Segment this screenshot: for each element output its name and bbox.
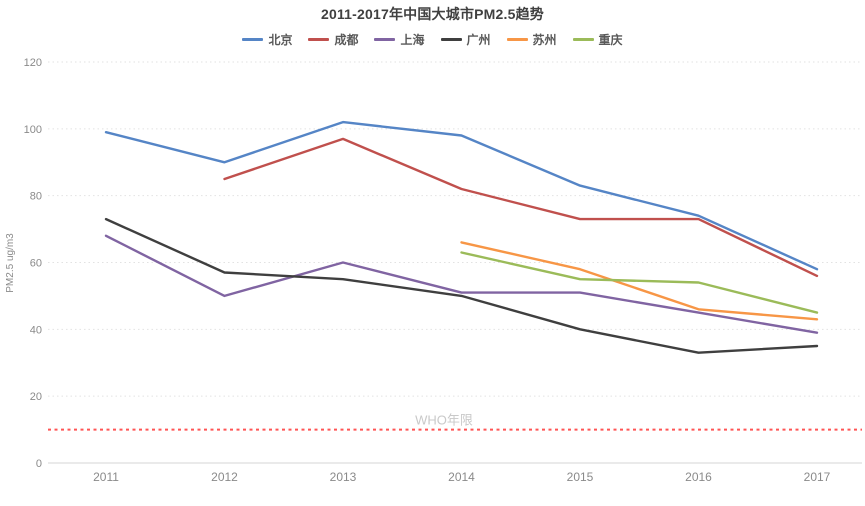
x-tick-label: 2016 — [685, 470, 712, 484]
legend-swatch-beijing — [242, 38, 264, 41]
y-tick-label: 80 — [30, 191, 42, 203]
legend-swatch-suzhou — [506, 38, 528, 41]
x-tick-label: 2013 — [330, 470, 357, 484]
legend-swatch-shanghai — [374, 38, 396, 41]
y-tick-label: 60 — [30, 258, 42, 270]
series-line-beijing — [104, 120, 819, 271]
series-line-chongqing — [460, 251, 819, 314]
legend-swatch-chongqing — [572, 38, 594, 41]
series-line-shanghai — [104, 234, 819, 334]
y-tick-label: 100 — [24, 124, 42, 136]
y-tick-label: 120 — [24, 57, 42, 69]
who-limit-label: WHO年限 — [415, 413, 473, 428]
y-axis-title: PM2.5 ug/m3 — [5, 233, 16, 293]
legend-label-beijing: 北京 — [268, 33, 293, 47]
x-tick-label: 2015 — [567, 470, 594, 484]
legend-swatch-guangzhou — [440, 38, 462, 41]
legend-item-beijing: 北京 — [242, 31, 292, 48]
legend-label-shanghai: 上海 — [400, 33, 425, 47]
legend-label-chengdu: 成都 — [334, 33, 359, 47]
y-tick-label: 20 — [30, 391, 42, 403]
legend-item-chongqing: 重庆 — [572, 31, 623, 48]
legend-item-chengdu: 成都 — [308, 31, 358, 48]
legend-item-shanghai: 上海 — [374, 31, 425, 48]
y-tick-label: 40 — [30, 324, 42, 336]
series-line-chengdu — [223, 137, 819, 278]
y-tick-label: 0 — [36, 458, 42, 470]
x-tick-label: 2014 — [448, 470, 475, 484]
legend-item-suzhou: 苏州 — [506, 31, 557, 48]
chart-title: 2011-2017年中国大城市PM2.5趋势 — [320, 6, 545, 22]
legend-label-guangzhou: 广州 — [466, 33, 491, 47]
series-line-guangzhou — [104, 217, 819, 354]
series-line-suzhou — [460, 241, 819, 321]
x-tick-label: 2017 — [804, 470, 831, 484]
legend-swatch-chengdu — [308, 38, 330, 41]
legend-item-guangzhou: 广州 — [440, 31, 491, 48]
legend-label-suzhou: 苏州 — [532, 33, 557, 47]
x-tick-label: 2012 — [211, 470, 238, 484]
x-tick-label: 2011 — [93, 470, 119, 484]
chart-legend: 北京 成都 上海 广州 苏州 重庆 — [0, 31, 865, 48]
legend-label-chongqing: 重庆 — [598, 33, 623, 47]
